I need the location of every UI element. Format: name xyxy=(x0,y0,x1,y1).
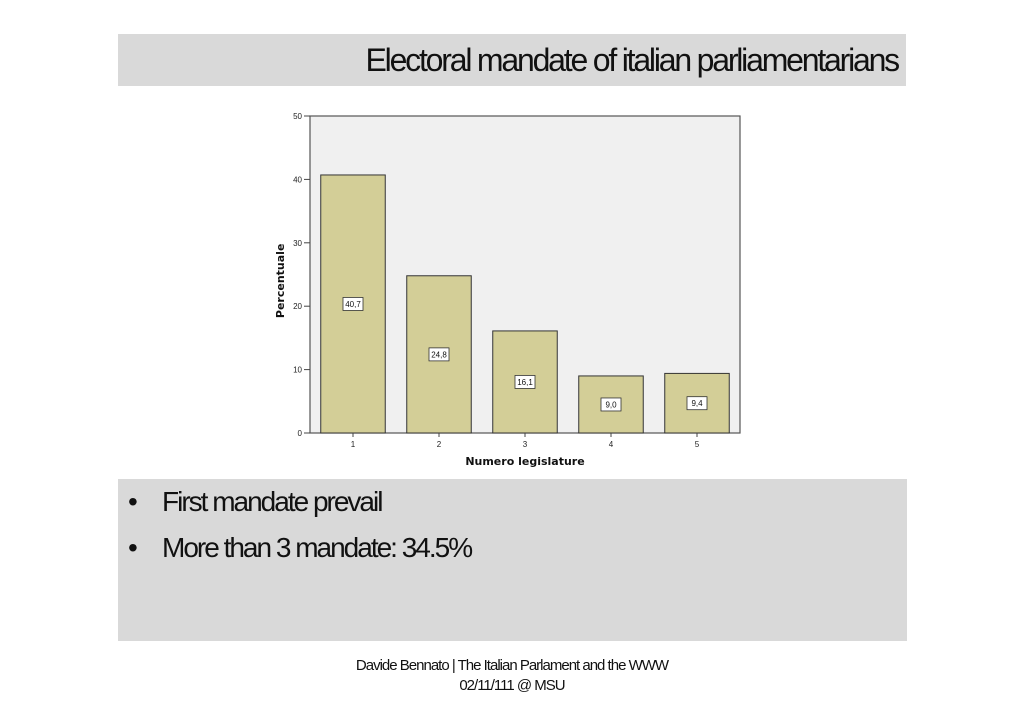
x-tick-label: 1 xyxy=(351,440,356,449)
bullet-text: First mandate prevail xyxy=(162,486,383,517)
bullet-marker: • xyxy=(128,532,138,563)
x-tick-label: 2 xyxy=(437,440,442,449)
bullet-item: • First mandate prevail xyxy=(128,485,471,531)
y-tick-label: 20 xyxy=(293,302,302,311)
x-tick-label: 5 xyxy=(695,440,700,449)
title-band: Electoral mandate of italian parliamenta… xyxy=(118,34,906,86)
data-label: 9,0 xyxy=(605,400,617,409)
chart-svg: 0 10 20 30 40 50 1 40,7 2 24,8 3 16,1 4 9,0 5 9,4 Numero… xyxy=(274,112,741,468)
bullet-text: More than 3 mandate: 34.5% xyxy=(162,532,473,563)
data-label-box xyxy=(428,347,450,362)
bullet-list: • First mandate prevail • More than 3 ma… xyxy=(128,485,473,577)
data-label: 16,1 xyxy=(517,378,533,387)
x-tick-label: 3 xyxy=(523,440,528,449)
x-tick-label: 4 xyxy=(609,440,614,449)
y-tick-label: 40 xyxy=(293,175,302,184)
y-tick-label: 30 xyxy=(293,239,302,248)
y-tick-label: 10 xyxy=(293,366,302,375)
y-axis-label: Percentuale xyxy=(274,244,287,319)
data-label: 9,4 xyxy=(691,399,703,408)
bullet-marker: • xyxy=(128,486,138,517)
data-label-box xyxy=(514,375,536,389)
data-label: 24,8 xyxy=(431,350,447,359)
bullet-item: • More than 3 mandate: 34.5% xyxy=(128,531,473,577)
data-label-box xyxy=(600,397,622,412)
x-axis-label: Numero legislature xyxy=(465,455,584,468)
bar-chart: 0 10 20 30 40 50 1 40,7 2 24,8 3 16,1 4 9,0 5 9,4 Numero… xyxy=(268,108,748,476)
data-label-box xyxy=(342,297,364,311)
footer-line-2: 02/11/111 @ MSU xyxy=(459,677,565,694)
bullet-band: • First mandate prevail • More than 3 ma… xyxy=(118,479,907,641)
y-tick-label: 50 xyxy=(293,112,302,121)
footer-line-1: Davide Bennato | The Italian Parlament a… xyxy=(355,657,669,674)
slide-title: Electoral mandate of italian parliamenta… xyxy=(365,42,901,78)
data-label-box xyxy=(686,396,708,411)
y-tick-label: 0 xyxy=(298,429,303,438)
data-label: 40,7 xyxy=(345,300,361,309)
slide-footer: Davide Bennato | The Italian Parlament a… xyxy=(0,656,1024,696)
